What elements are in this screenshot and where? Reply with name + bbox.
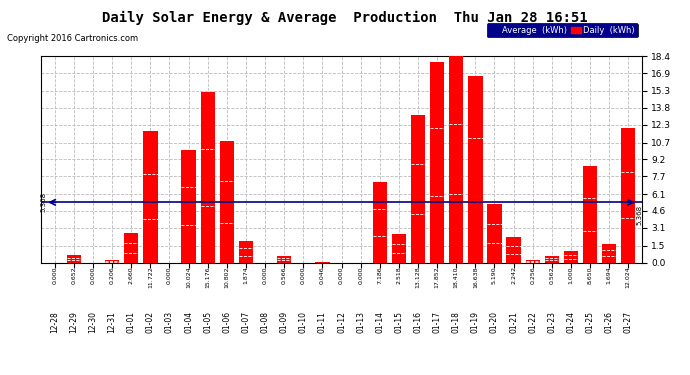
Text: 01-07: 01-07: [241, 311, 250, 333]
Text: 1.874: 1.874: [244, 266, 248, 284]
Text: 2.518: 2.518: [396, 266, 402, 284]
Text: 01-10: 01-10: [299, 311, 308, 333]
Text: 01-08: 01-08: [261, 311, 270, 333]
Bar: [181, 150, 196, 262]
Text: 12-28: 12-28: [50, 311, 59, 333]
Bar: [105, 260, 119, 262]
Text: 1.694: 1.694: [607, 266, 612, 284]
Text: Copyright 2016 Cartronics.com: Copyright 2016 Cartronics.com: [7, 34, 138, 43]
Text: 0.046: 0.046: [320, 266, 325, 284]
Text: Daily Solar Energy & Average  Production  Thu Jan 28 16:51: Daily Solar Energy & Average Production …: [102, 11, 588, 26]
Text: 0.566: 0.566: [282, 266, 287, 284]
Bar: [621, 128, 635, 262]
Text: 0.000: 0.000: [358, 266, 363, 284]
Text: 01-19: 01-19: [471, 311, 480, 333]
Text: 2.242: 2.242: [511, 266, 516, 284]
Text: 0.000: 0.000: [263, 266, 268, 284]
Text: 8.650: 8.650: [588, 266, 593, 284]
Text: 01-25: 01-25: [586, 311, 595, 333]
Bar: [487, 204, 502, 262]
Text: 0.000: 0.000: [339, 266, 344, 284]
Text: 01-01: 01-01: [127, 311, 136, 333]
Bar: [583, 165, 598, 262]
Text: 01-02: 01-02: [146, 311, 155, 333]
Text: 2.660: 2.660: [129, 266, 134, 284]
Text: 15.176: 15.176: [205, 266, 210, 288]
Text: 01-03: 01-03: [165, 311, 174, 333]
Bar: [449, 56, 464, 262]
Text: 12-29: 12-29: [70, 311, 79, 333]
Text: 01-18: 01-18: [452, 311, 461, 333]
Text: 01-16: 01-16: [413, 311, 422, 333]
Text: 01-26: 01-26: [604, 311, 613, 333]
Bar: [67, 255, 81, 262]
Bar: [277, 256, 291, 262]
Text: 5.368: 5.368: [637, 205, 643, 225]
Text: 0.000: 0.000: [90, 266, 95, 284]
Text: 01-17: 01-17: [433, 311, 442, 333]
Text: 11.722: 11.722: [148, 266, 153, 288]
Text: 01-06: 01-06: [222, 311, 231, 333]
Bar: [201, 92, 215, 262]
Text: 5.368: 5.368: [40, 192, 46, 212]
Text: 01-05: 01-05: [204, 311, 213, 333]
Legend: Average  (kWh), Daily  (kWh): Average (kWh), Daily (kWh): [486, 23, 638, 37]
Text: 17.852: 17.852: [435, 266, 440, 288]
Text: 01-27: 01-27: [624, 311, 633, 333]
Bar: [544, 256, 559, 262]
Text: 01-14: 01-14: [375, 311, 384, 333]
Text: 01-22: 01-22: [529, 311, 538, 333]
Text: 16.638: 16.638: [473, 266, 478, 288]
Text: 18.410: 18.410: [454, 266, 459, 288]
Text: 0.206: 0.206: [110, 266, 115, 284]
Text: 01-11: 01-11: [318, 311, 327, 333]
Text: 12-30: 12-30: [88, 311, 97, 333]
Bar: [469, 76, 482, 262]
Text: 0.000: 0.000: [167, 266, 172, 284]
Text: 0.000: 0.000: [301, 266, 306, 284]
Bar: [373, 182, 387, 262]
Text: 7.186: 7.186: [377, 266, 382, 284]
Bar: [430, 62, 444, 262]
Bar: [124, 232, 139, 262]
Text: 0.652: 0.652: [71, 266, 77, 284]
Text: 0.256: 0.256: [530, 266, 535, 284]
Text: 01-24: 01-24: [566, 311, 575, 333]
Bar: [411, 116, 425, 262]
Text: 01-12: 01-12: [337, 311, 346, 333]
Text: 0.000: 0.000: [52, 266, 57, 284]
Bar: [506, 237, 521, 262]
Text: 01-23: 01-23: [547, 311, 556, 333]
Bar: [526, 260, 540, 262]
Text: 0.562: 0.562: [549, 266, 554, 284]
Text: 13.128: 13.128: [415, 266, 420, 288]
Bar: [144, 131, 157, 262]
Text: 01-15: 01-15: [395, 311, 404, 333]
Text: 01-21: 01-21: [509, 311, 518, 333]
Text: 1.000: 1.000: [569, 266, 573, 284]
Text: 12-31: 12-31: [108, 311, 117, 333]
Text: 01-20: 01-20: [490, 311, 499, 333]
Text: 01-13: 01-13: [356, 311, 365, 333]
Bar: [602, 243, 616, 262]
Text: 12.024: 12.024: [626, 266, 631, 288]
Bar: [564, 251, 578, 262]
Text: 01-04: 01-04: [184, 311, 193, 333]
Bar: [392, 234, 406, 262]
Bar: [239, 242, 253, 262]
Text: 01-09: 01-09: [279, 311, 288, 333]
Text: 5.190: 5.190: [492, 266, 497, 284]
Text: 10.024: 10.024: [186, 266, 191, 288]
Bar: [219, 141, 234, 262]
Text: 10.802: 10.802: [224, 266, 229, 288]
